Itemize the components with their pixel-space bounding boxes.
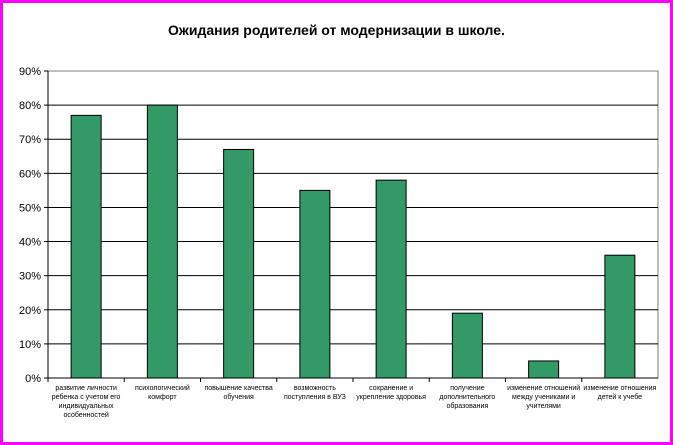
bar xyxy=(528,360,560,379)
x-tick-label: сохранение и укрепление здоровья xyxy=(356,385,426,401)
x-tick-label: возможность поступления в ВУЗ xyxy=(283,385,346,401)
y-tick-label: 20% xyxy=(19,305,41,317)
bar xyxy=(604,254,636,379)
plot-area xyxy=(47,70,659,379)
y-tick-label: 50% xyxy=(19,202,41,214)
y-tick-label: 30% xyxy=(19,271,41,283)
x-tick-label: изменение отношений между учениками и уч… xyxy=(507,385,581,410)
y-tick-label: 60% xyxy=(19,168,41,180)
x-tick-label: изменение отношения детей к учебе xyxy=(583,385,657,401)
y-tick-label: 70% xyxy=(19,134,41,146)
bar xyxy=(451,312,483,379)
bar xyxy=(223,148,255,379)
x-tick-label: развитие личности ребенка с учетом его и… xyxy=(51,385,121,419)
x-tick-label: психологический комфорт xyxy=(134,385,190,401)
chart-title: Ожидания родителей от модернизации в шко… xyxy=(168,22,505,38)
bar xyxy=(146,104,178,379)
bar xyxy=(70,114,102,379)
x-tick-label: получение дополнительного образования xyxy=(439,385,496,410)
y-tick-label: 40% xyxy=(19,237,41,249)
y-tick-label: 10% xyxy=(19,339,41,351)
bar xyxy=(299,189,331,379)
y-tick-label: 90% xyxy=(19,66,41,78)
x-tick-label: повышение качества обучения xyxy=(204,385,273,401)
y-tick-label: 0% xyxy=(25,373,41,385)
y-tick-label: 80% xyxy=(19,100,41,112)
bar xyxy=(375,179,407,379)
